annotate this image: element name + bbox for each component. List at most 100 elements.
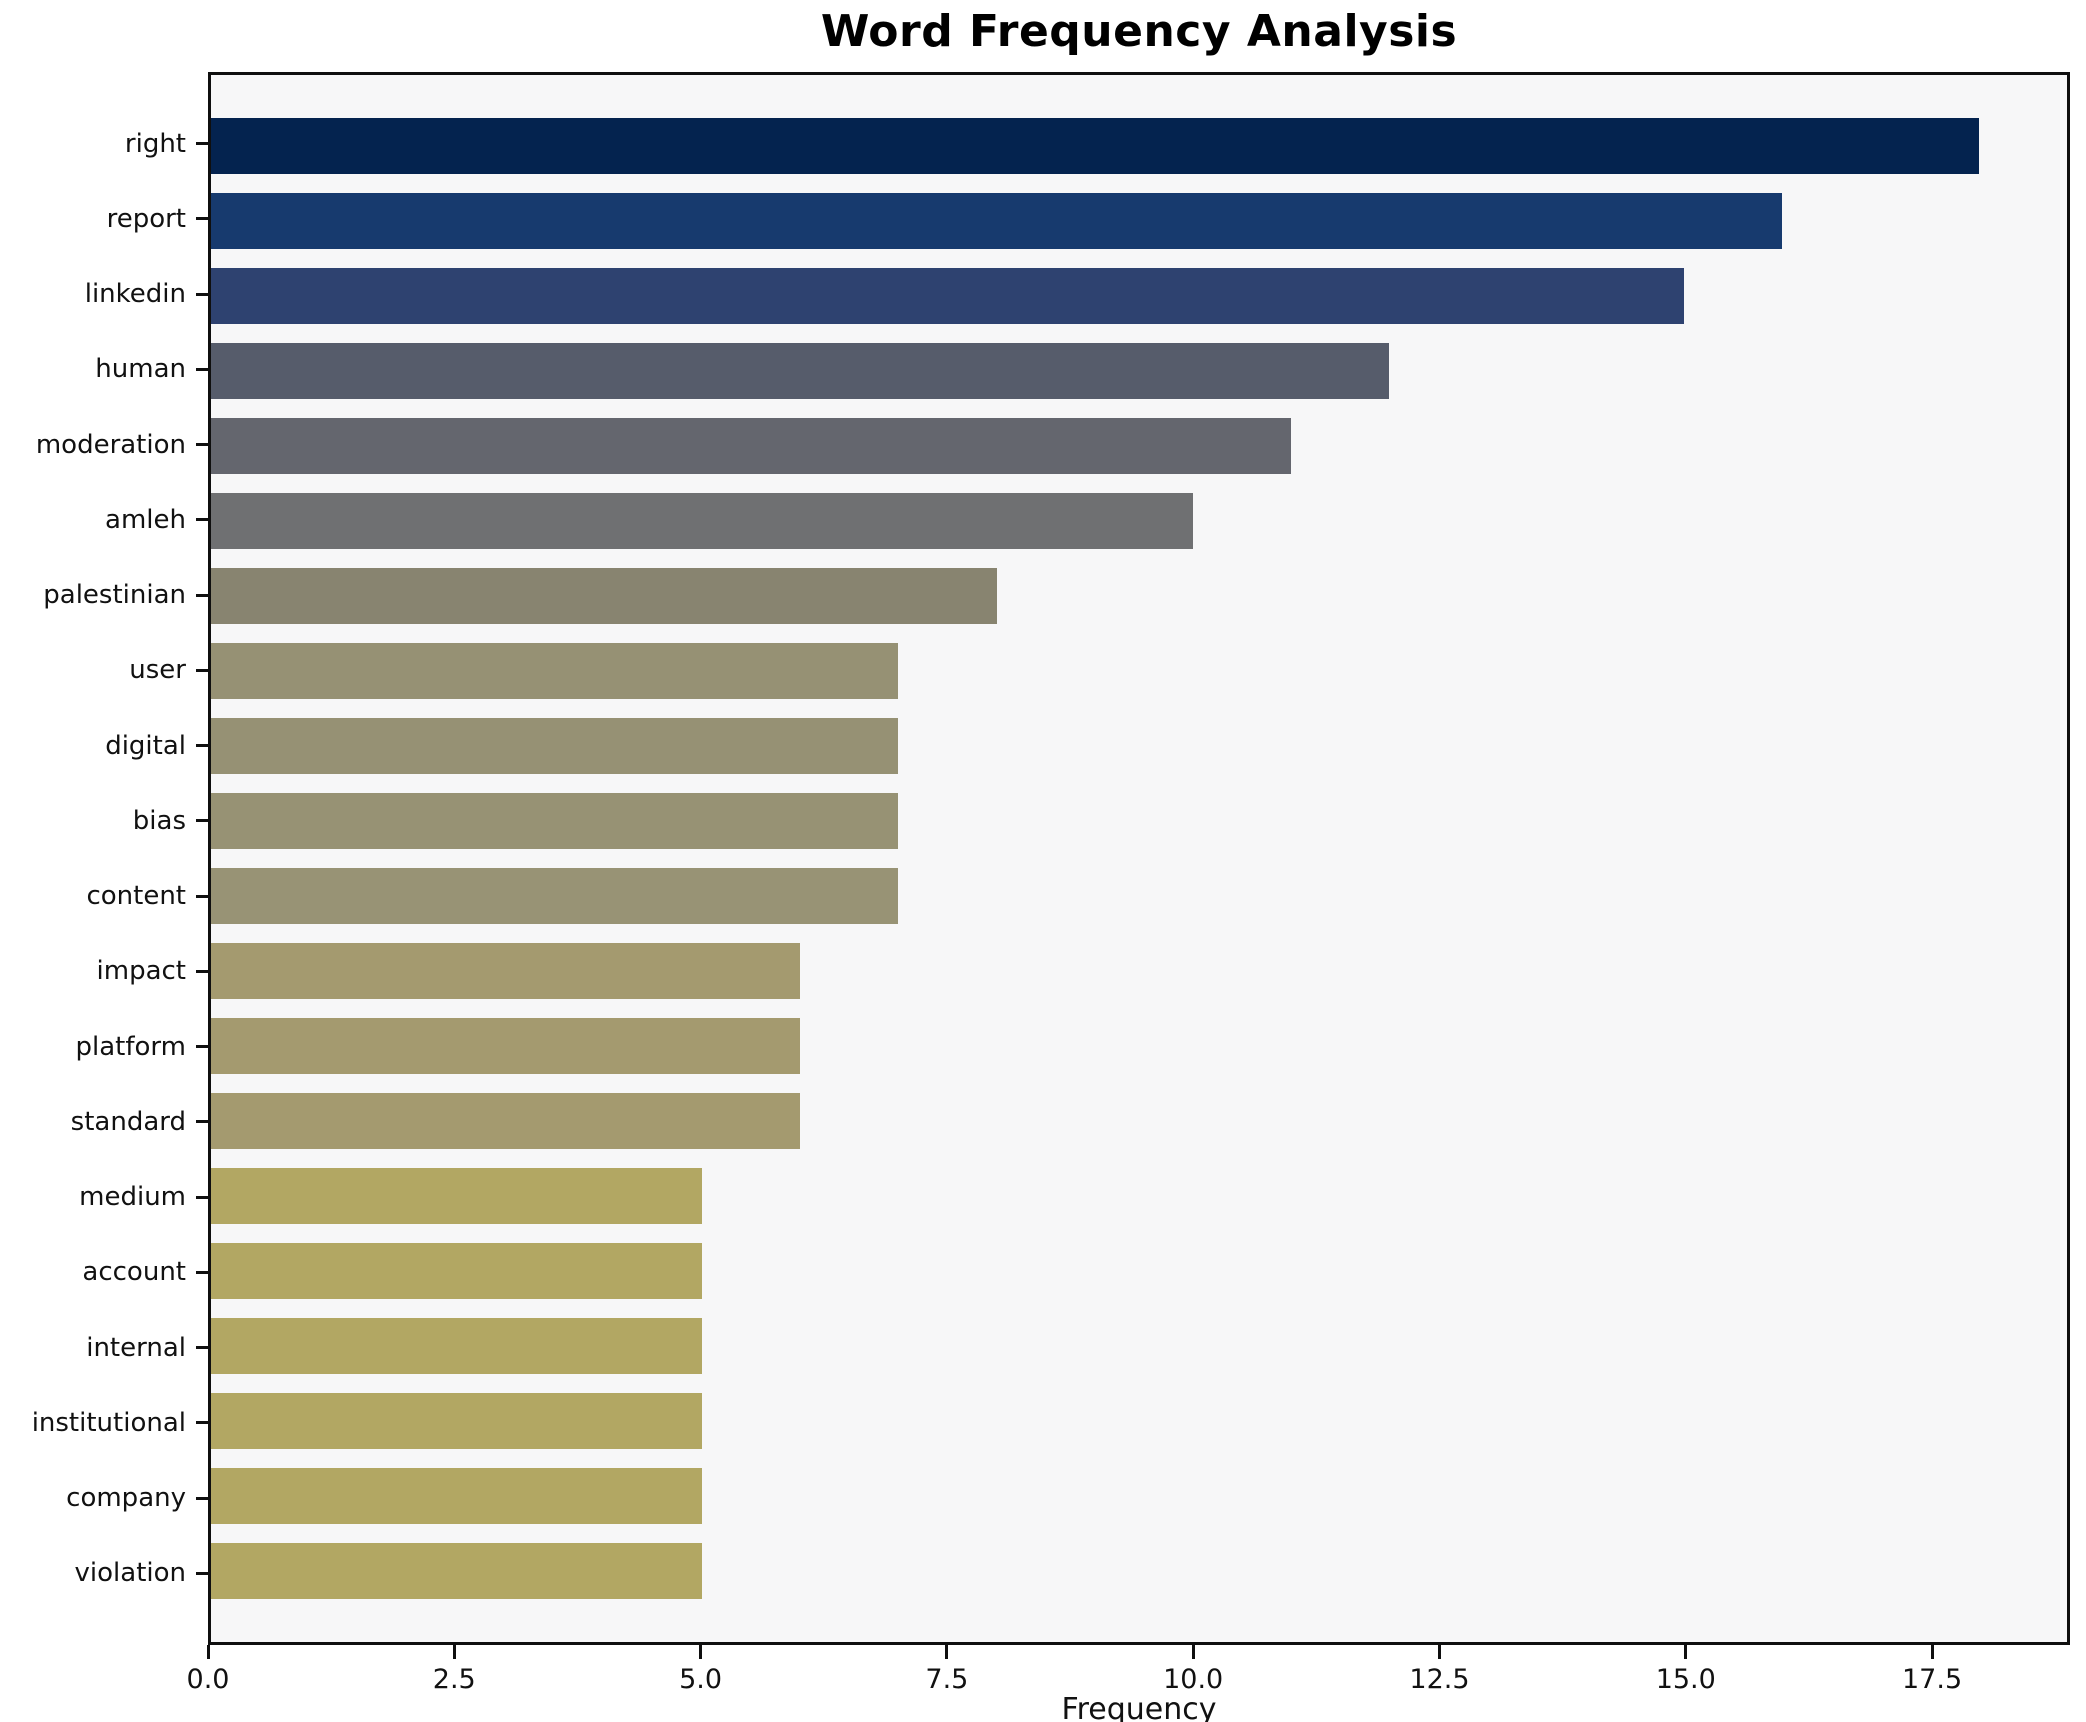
x-tick-mark — [1684, 1645, 1688, 1659]
x-tick-mark — [1930, 1645, 1934, 1659]
x-axis-label: Frequency — [1061, 1692, 1217, 1722]
y-tick-mark — [196, 518, 208, 522]
bar-row — [211, 1008, 2067, 1083]
bar-row — [211, 334, 2067, 409]
y-tick-mark — [196, 1045, 208, 1049]
y-tick-label: impact — [96, 956, 186, 987]
x-tick-mark — [945, 1645, 949, 1659]
y-tick-mark — [196, 367, 208, 371]
x-tick-label: 12.5 — [1409, 1664, 1470, 1695]
bar-row — [211, 109, 2067, 184]
y-tick-mark — [196, 593, 208, 597]
y-tick-mark — [196, 217, 208, 221]
x-tick-label: 10.0 — [1163, 1664, 1224, 1695]
y-tick-mark — [196, 1195, 208, 1199]
y-tick-label: amleh — [105, 504, 186, 535]
bar-row — [211, 634, 2067, 709]
bar-medium — [211, 1167, 702, 1224]
y-tick-label: right — [124, 128, 186, 159]
y-tick-label: palestinian — [43, 580, 186, 611]
x-tick-label: 2.5 — [432, 1664, 476, 1695]
bar-content — [211, 868, 899, 924]
y-tick-label: platform — [75, 1031, 186, 1062]
bar-row — [211, 559, 2067, 634]
x-tick-mark — [1437, 1645, 1441, 1659]
bar-standard — [211, 1092, 801, 1149]
bar-company — [211, 1467, 702, 1524]
y-tick-mark — [196, 744, 208, 748]
y-tick-mark — [196, 142, 208, 146]
bar-violation — [211, 1542, 702, 1599]
y-tick-mark — [196, 1421, 208, 1425]
bar-linkedin — [211, 268, 1685, 325]
y-tick-mark — [196, 292, 208, 296]
y-tick-mark — [196, 969, 208, 973]
bar-row — [211, 1308, 2067, 1383]
bar-row — [211, 859, 2067, 934]
y-tick-mark — [196, 443, 208, 447]
y-tick-mark — [196, 894, 208, 898]
bar-report — [211, 193, 1783, 250]
bar-row — [211, 1083, 2067, 1158]
y-tick-label: report — [106, 203, 186, 234]
bar-right — [211, 118, 1979, 175]
y-tick-mark — [196, 668, 208, 672]
bar-row — [211, 1158, 2067, 1233]
bar-institutional — [211, 1392, 702, 1449]
y-tick-label: institutional — [31, 1407, 186, 1438]
x-tick-label: 7.5 — [925, 1664, 969, 1695]
y-tick-mark — [196, 1120, 208, 1124]
bar-row — [211, 184, 2067, 259]
y-tick-label: bias — [132, 805, 186, 836]
bar-row — [211, 1233, 2067, 1308]
y-tick-label: medium — [79, 1182, 186, 1213]
x-tick-mark — [206, 1645, 210, 1659]
bar-row — [211, 1383, 2067, 1458]
bar-human — [211, 343, 1390, 400]
x-tick-label: 5.0 — [679, 1664, 723, 1695]
bar-row — [211, 484, 2067, 559]
y-tick-mark — [196, 819, 208, 823]
bar-internal — [211, 1317, 702, 1374]
bar-bias — [211, 793, 899, 850]
bar-row — [211, 1458, 2067, 1533]
bar-platform — [211, 1017, 801, 1074]
y-tick-mark — [196, 1346, 208, 1350]
x-tick-label: 15.0 — [1655, 1664, 1716, 1695]
bar-amleh — [211, 493, 1193, 550]
y-tick-mark — [196, 1571, 208, 1575]
bar-account — [211, 1242, 702, 1299]
bar-palestinian — [211, 568, 997, 625]
bar-row — [211, 709, 2067, 784]
y-tick-label: user — [129, 655, 186, 686]
y-tick-label: linkedin — [84, 279, 186, 310]
y-tick-label: company — [66, 1483, 186, 1514]
x-tick-label: 17.5 — [1902, 1664, 1963, 1695]
bar-row — [211, 933, 2067, 1008]
x-tick-mark — [452, 1645, 456, 1659]
y-tick-label: standard — [70, 1106, 186, 1137]
x-tick-label: 0.0 — [186, 1664, 230, 1695]
x-tick-mark — [699, 1645, 703, 1659]
y-tick-label: account — [82, 1257, 186, 1288]
chart-title: Word Frequency Analysis — [820, 6, 1458, 57]
y-tick-mark — [196, 1496, 208, 1500]
bar-row — [211, 409, 2067, 484]
plot-area — [208, 72, 2070, 1645]
bar-row — [211, 259, 2067, 334]
bar-digital — [211, 718, 899, 775]
y-tick-label: violation — [74, 1558, 186, 1589]
y-tick-label: internal — [86, 1332, 186, 1363]
y-tick-label: human — [95, 354, 186, 385]
bar-impact — [211, 942, 801, 999]
x-tick-mark — [1191, 1645, 1195, 1659]
y-tick-label: moderation — [35, 429, 186, 460]
y-tick-label: content — [86, 881, 186, 912]
y-tick-mark — [196, 1270, 208, 1274]
bar-moderation — [211, 418, 1292, 475]
bar-row — [211, 1533, 2067, 1608]
y-tick-label: digital — [105, 730, 186, 761]
bar-user — [211, 643, 899, 700]
bar-row — [211, 784, 2067, 859]
